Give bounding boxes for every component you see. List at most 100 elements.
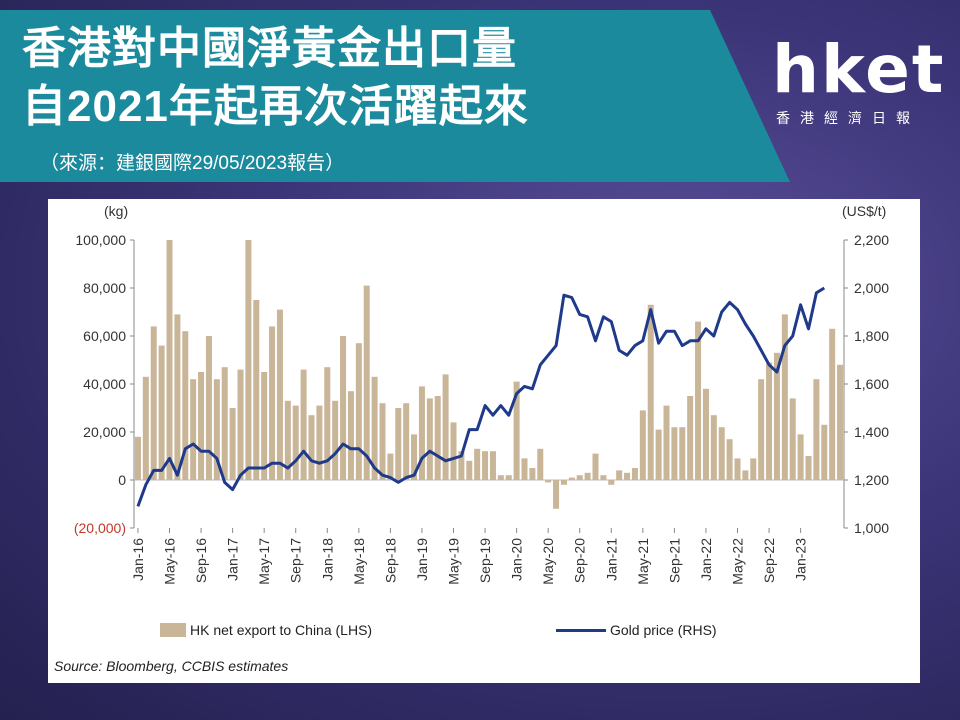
export-bar (489, 451, 496, 480)
x-tick-label: Sep-20 (572, 538, 588, 583)
x-tick-label: Sep-18 (382, 538, 398, 583)
x-tick-label: May-20 (540, 538, 556, 585)
export-bar (158, 345, 165, 480)
legend-bar-swatch (160, 623, 186, 637)
export-bar (387, 453, 394, 480)
export-bar (631, 468, 638, 480)
x-tick-label: Jan-22 (698, 538, 714, 581)
export-bar (182, 331, 189, 480)
export-bar (324, 367, 331, 480)
x-tick-label: Jan-21 (603, 538, 619, 581)
x-tick-label: Sep-21 (666, 538, 682, 583)
export-bar (797, 434, 804, 480)
export-bar (482, 451, 489, 480)
export-bar (742, 470, 749, 480)
gold-export-chart: (20,000) 0 20,000 40,000 60,000 80,000 100,000… (74, 232, 889, 585)
export-bar (600, 475, 607, 480)
export-bar (213, 379, 220, 480)
right-tick-label: 1,800 (854, 328, 889, 344)
export-bar (655, 429, 662, 480)
x-tick-label: May-21 (635, 538, 651, 585)
export-bar (308, 415, 315, 480)
export-bar (726, 439, 733, 480)
export-bar (198, 372, 205, 480)
logo-wordmark: hket (772, 31, 946, 108)
x-tick-label: Sep-16 (193, 538, 209, 583)
export-bar (750, 458, 757, 480)
export-bar (553, 480, 560, 509)
source-subtitle: （來源：建銀國際29/05/2023報告） (40, 153, 345, 174)
x-tick-label: May-19 (446, 538, 462, 585)
chart-panel: (20,000) 0 20,000 40,000 60,000 80,000 100,000… (48, 199, 920, 683)
export-bar (292, 405, 299, 480)
export-bar (347, 391, 354, 480)
export-bar (545, 480, 552, 483)
export-bar (513, 381, 520, 480)
left-tick-label: 0 (118, 472, 126, 488)
x-tick-label: Jan-18 (319, 538, 335, 581)
x-tick-label: Jan-20 (509, 538, 525, 581)
export-bar (766, 362, 773, 480)
export-bar (568, 477, 575, 480)
x-tick-label: May-16 (162, 538, 178, 585)
export-bar (624, 472, 631, 480)
export-bar (758, 379, 765, 480)
export-bar (355, 343, 362, 480)
export-bar (300, 369, 307, 480)
x-tick-label: May-22 (730, 538, 746, 585)
export-bar (497, 475, 504, 480)
export-bar (450, 422, 457, 480)
legend-bar-label: HK net export to China (LHS) (190, 622, 373, 638)
export-bar (379, 403, 386, 480)
right-tick-label: 2,000 (854, 280, 889, 296)
export-bar (687, 396, 694, 480)
export-bar (592, 453, 599, 480)
export-bar (718, 427, 725, 480)
x-tick-label: Jan-19 (414, 538, 430, 581)
export-bar (789, 398, 796, 480)
left-tick-label: 40,000 (83, 376, 126, 392)
export-bar (190, 379, 197, 480)
right-tick-label: 1,200 (854, 472, 889, 488)
export-bar (237, 369, 244, 480)
left-tick-label: 100,000 (75, 232, 126, 248)
export-bar (134, 436, 141, 480)
export-bar (340, 336, 347, 480)
export-bar (205, 336, 212, 480)
export-bar (371, 376, 378, 480)
export-bar (316, 405, 323, 480)
right-tick-label: 1,000 (854, 520, 889, 536)
export-bar (418, 386, 425, 480)
export-bar (458, 451, 465, 480)
export-bar (616, 470, 623, 480)
export-bar (679, 427, 686, 480)
right-tick-label: 2,200 (854, 232, 889, 248)
banner-shape (0, 10, 790, 182)
x-tick-label: May-17 (256, 538, 272, 585)
left-tick-label: 80,000 (83, 280, 126, 296)
export-bar (671, 427, 678, 480)
export-bar (505, 475, 512, 480)
legend-line-label: Gold price (RHS) (610, 622, 717, 638)
export-bar (821, 424, 828, 480)
export-bar (560, 480, 567, 485)
export-bar (813, 379, 820, 480)
export-bar (166, 240, 173, 480)
export-bar (253, 300, 260, 480)
right-tick-label: 1,400 (854, 424, 889, 440)
lhs-unit-label: (kg) (104, 203, 129, 219)
export-bar (150, 326, 157, 480)
export-bar (584, 472, 591, 480)
export-bar (695, 321, 702, 480)
export-bar (647, 304, 654, 480)
export-bar (269, 326, 276, 480)
export-bar (363, 285, 370, 480)
export-bar (276, 309, 283, 480)
right-tick-label: 1,600 (854, 376, 889, 392)
title-banner: 香港對中國淨黃金出口量 自2021年起再次活躍起來 （來源：建銀國際29/05/… (0, 0, 960, 190)
export-bar (261, 372, 268, 480)
export-bar (229, 408, 236, 480)
export-bar (395, 408, 402, 480)
export-bar (221, 367, 228, 480)
x-tick-label: Jan-17 (225, 538, 241, 581)
